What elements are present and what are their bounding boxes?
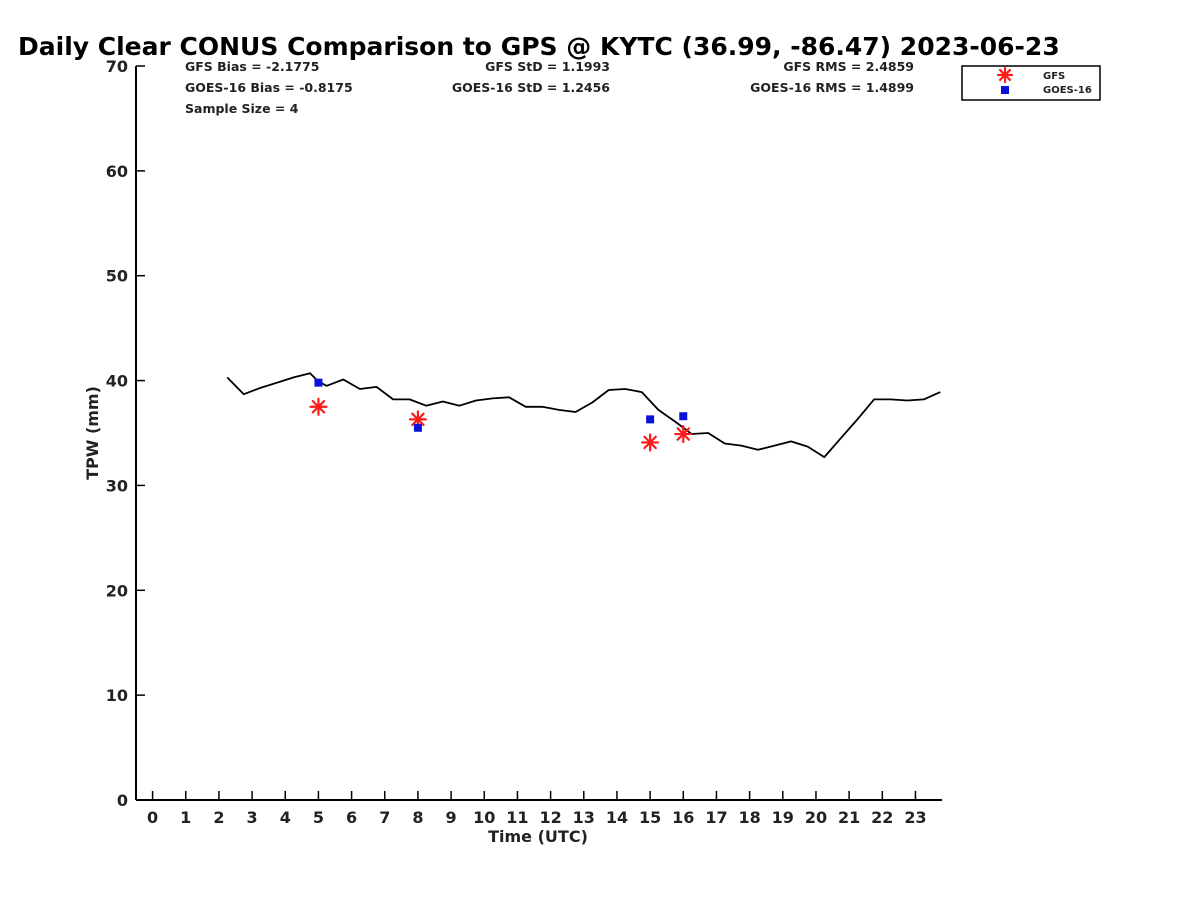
x-tick-label: 7: [379, 808, 390, 827]
legend-box: [961, 65, 1101, 101]
x-tick-label: 18: [738, 808, 760, 827]
goes16-point: [646, 415, 655, 424]
x-tick-label: 11: [506, 808, 528, 827]
y-axis-label: TPW (mm): [83, 386, 102, 480]
y-tick-label: 20: [106, 581, 128, 600]
x-tick-label: 13: [573, 808, 595, 827]
gfs-point: [309, 397, 328, 416]
x-tick-label: 2: [213, 808, 224, 827]
gfs-bias-stat: GFS Bias = -2.1775: [185, 59, 319, 74]
goes16-point: [314, 378, 323, 387]
gfs-std-stat: GFS StD = 1.1993: [485, 59, 610, 74]
sample-size-stat: Sample Size = 4: [185, 101, 299, 116]
legend-goes-label: GOES-16: [1043, 85, 1092, 96]
y-tick-label: 40: [106, 372, 128, 391]
x-tick-label: 21: [838, 808, 860, 827]
x-tick-label: 0: [147, 808, 158, 827]
legend-goes-square: [1001, 86, 1009, 94]
y-tick-label: 10: [106, 686, 128, 705]
x-tick-label: 22: [871, 808, 893, 827]
legend: GFS GOES-16: [961, 65, 1101, 101]
x-tick-label: 23: [904, 808, 926, 827]
gfs-point: [641, 433, 660, 452]
y-tick-label: 50: [106, 267, 128, 286]
legend-gfs-marker: [996, 66, 1014, 84]
y-tick-label: 70: [106, 57, 128, 76]
gps-tpw-line: [226, 372, 941, 459]
goes16-point: [679, 412, 688, 421]
chart-title: Daily Clear CONUS Comparison to GPS @ KY…: [18, 32, 1060, 61]
x-tick-label: 4: [280, 808, 291, 827]
legend-gfs-label: GFS: [1043, 71, 1065, 82]
x-tick-label: 14: [606, 808, 628, 827]
x-tick-label: 20: [805, 808, 827, 827]
goes-std-stat: GOES-16 StD = 1.2456: [452, 80, 610, 95]
gfs-point-stroke: [643, 435, 657, 450]
x-tick-label: 6: [346, 808, 357, 827]
x-tick-label: 1: [180, 808, 191, 827]
x-tick-label: 12: [539, 808, 561, 827]
gfs-rms-stat: GFS RMS = 2.4859: [783, 59, 914, 74]
x-tick-label: 17: [705, 808, 727, 827]
legend-gfs-asterisk-stroke: [998, 68, 1012, 82]
y-tick-label: 60: [106, 162, 128, 181]
x-tick-label: 16: [672, 808, 694, 827]
x-tick-label: 10: [473, 808, 495, 827]
gfs-point-stroke: [676, 427, 691, 441]
gfs-point: [674, 424, 693, 444]
x-tick-label: 8: [412, 808, 423, 827]
goes-bias-stat: GOES-16 Bias = -0.8175: [185, 80, 353, 95]
y-tick-label: 30: [106, 476, 128, 495]
gfs-point-stroke: [411, 412, 425, 427]
goes16-point: [413, 423, 422, 432]
y-tick-label: 0: [117, 791, 128, 810]
axes-layer: 0 1 2 3 4 5 6 7 8 9 10 11 12 13 14 15 16 17 18 19 20 21 22 2301…: [106, 57, 942, 827]
legend-gfs-asterisk: [996, 66, 1014, 84]
x-tick-label: 3: [247, 808, 258, 827]
legend-goes-marker: [1001, 86, 1009, 94]
x-tick-label: 9: [446, 808, 457, 827]
x-tick-label: 19: [772, 808, 794, 827]
goes-rms-stat: GOES-16 RMS = 1.4899: [750, 80, 914, 95]
x-tick-label: 15: [639, 808, 661, 827]
x-axis-label: Time (UTC): [488, 827, 588, 846]
x-tick-label: 5: [313, 808, 324, 827]
series-layer: [226, 372, 941, 459]
gfs-point-stroke: [311, 400, 326, 414]
